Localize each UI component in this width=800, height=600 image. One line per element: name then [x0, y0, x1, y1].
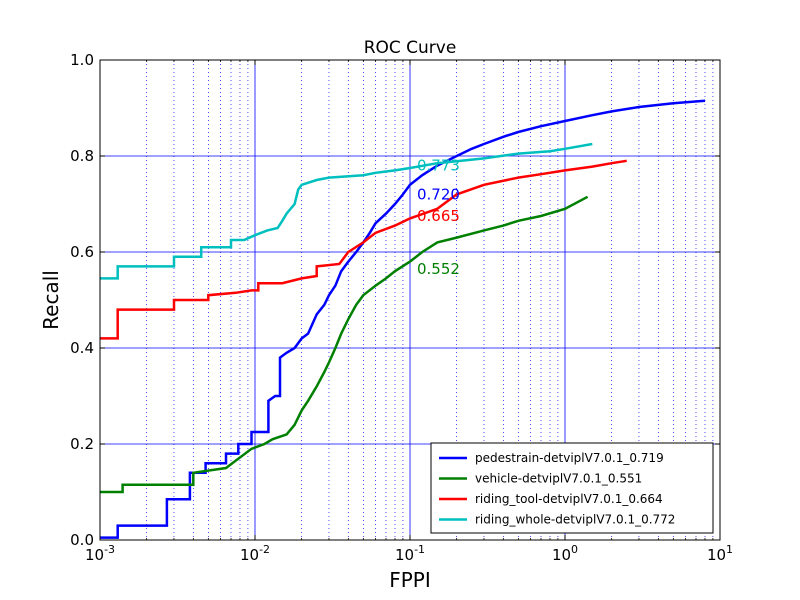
legend-entry-2: riding_tool-detviplV7.0.1_0.664 — [475, 492, 663, 506]
x-tick-label: 100 — [552, 543, 578, 564]
legend-entry-3: riding_whole-detviplV7.0.1_0.772 — [475, 513, 675, 527]
legend-entry-0: pedestrain-detviplV7.0.1_0.719 — [475, 451, 664, 465]
y-tick-label: 1.0 — [70, 51, 94, 69]
x-tick-label: 10-2 — [240, 543, 270, 564]
series-line-3 — [100, 142, 593, 280]
series-annotation-0: 0.720 — [417, 185, 460, 203]
series-line-2 — [100, 159, 627, 340]
ticks: 0.0 0.2 0.4 0.6 0.8 1.0 10-3 10-2 10-1 100 101 — [70, 51, 733, 564]
legend-box — [430, 442, 714, 534]
annotation-layer: 0.720 0.552 0.665 0.773 — [417, 157, 460, 278]
x-tick-label: 101 — [707, 543, 733, 564]
series-line-1 — [100, 195, 589, 494]
x-tick-label: 10-1 — [395, 543, 425, 564]
series-annotation-1: 0.552 — [417, 260, 460, 278]
legend: pedestrain-detviplV7.0.1_0.719 vehicle-de… — [430, 442, 714, 534]
y-tick-label: 0.6 — [70, 243, 94, 261]
y-tick-label: 0.2 — [70, 435, 94, 453]
y-tick-label: 0.0 — [70, 531, 94, 549]
series-annotation-3: 0.773 — [417, 157, 460, 175]
legend-entry-1: vehicle-detviplV7.0.1_0.551 — [475, 472, 642, 486]
series-layer — [100, 99, 706, 539]
series-line-0 — [100, 99, 706, 539]
x-tick-label: 10-3 — [85, 543, 115, 564]
x-axis-label: FPPI — [389, 568, 431, 592]
series-annotation-2: 0.665 — [417, 207, 460, 225]
y-tick-label: 0.4 — [70, 339, 94, 357]
y-axis-label: Recall — [39, 270, 63, 330]
y-tick-label: 0.8 — [70, 147, 94, 165]
chart-title: ROC Curve — [364, 38, 457, 58]
